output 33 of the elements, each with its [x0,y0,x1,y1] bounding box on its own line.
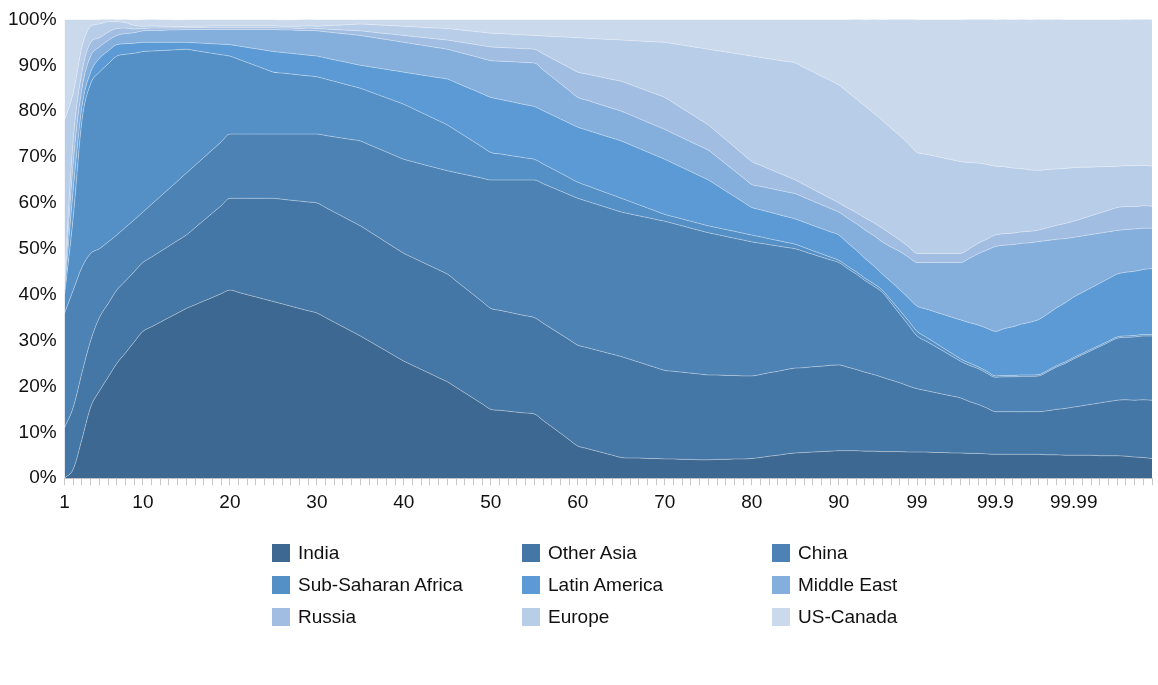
x-tick-label: 50 [480,490,502,512]
y-tick-label: 50% [18,237,57,259]
x-tick-label: 70 [654,490,676,512]
legend-label: Europe [548,606,610,628]
legend-label: Latin America [548,574,664,596]
x-tick-label: 20 [219,490,241,512]
legend-label: Other Asia [548,542,637,564]
x-tick-label: 40 [393,490,415,512]
y-tick-label: 60% [18,191,57,213]
legend-label: China [798,542,848,564]
x-tick-label: 60 [567,490,589,512]
y-tick-label: 100% [7,7,57,29]
y-tick-label: 10% [18,420,57,442]
y-tick-label: 90% [18,53,57,75]
legend-label: India [298,542,340,564]
legend-label: Sub-Saharan Africa [298,574,463,596]
x-tick-label: 99.99 [1049,490,1098,512]
legend-label: Russia [298,606,357,628]
y-tick-label: 70% [18,145,57,167]
legend-label: US-Canada [798,606,898,628]
x-tick-label: 90 [828,490,850,512]
x-tick-label: 1 [59,490,70,512]
y-tick-label: 80% [18,99,57,121]
legend-label: Middle East [798,574,898,596]
y-tick-label: 20% [18,374,57,396]
y-tick-label: 40% [18,282,57,304]
x-tick-label: 99.9 [976,490,1014,512]
y-tick-label: 0% [29,466,57,488]
x-tick-label: 10 [132,490,154,512]
x-tick-label: 99 [906,490,928,512]
y-tick-label: 30% [18,328,57,350]
x-tick-label: 80 [741,490,763,512]
x-tick-label: 30 [306,490,328,512]
